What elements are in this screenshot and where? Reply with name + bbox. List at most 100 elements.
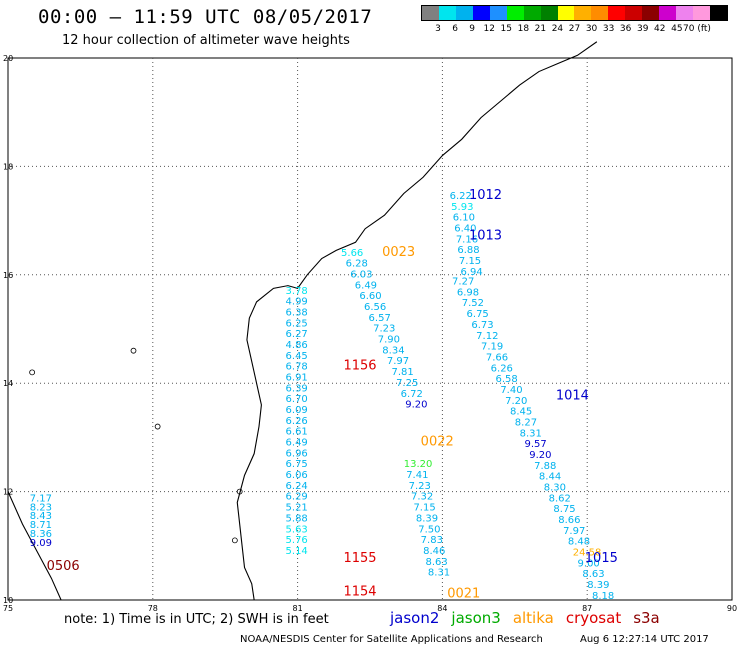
swh-value: 6.25: [286, 318, 308, 329]
swh-value: 6.73: [471, 320, 493, 331]
swh-value: 8.30: [544, 483, 566, 494]
swh-value: 7.15: [459, 256, 481, 267]
lat-label: 20: [3, 54, 13, 63]
swh-value: 6.78: [286, 362, 308, 373]
colorbar-tick-label: 45: [671, 24, 683, 34]
track-time-label: 0021: [447, 586, 480, 601]
swh-value: 5.66: [341, 248, 363, 259]
swh-value: 6.98: [457, 287, 479, 298]
swh-value: 8.46: [423, 546, 445, 557]
swh-value: 24.58: [573, 548, 602, 559]
swh-value: 4.86: [286, 340, 308, 351]
colorbar-swatch: [608, 6, 626, 20]
track-time-label: 1013: [469, 229, 502, 244]
swh-value: 5.14: [286, 546, 308, 557]
swh-value: 3.78: [286, 286, 308, 297]
colorbar-swatch: [438, 6, 456, 20]
swh-value: 9.20: [529, 450, 551, 461]
colorbar-swatch: [455, 6, 473, 20]
page-title: 00:00 – 11:59 UTC 08/05/2017: [38, 6, 373, 28]
swh-value: 7.40: [500, 385, 522, 396]
colorbar-swatch: [642, 6, 660, 20]
swh-value: 8.63: [582, 569, 604, 580]
swh-value: 7.50: [418, 524, 440, 535]
swh-value: 4.99: [286, 297, 308, 308]
swh-value: 6.49: [286, 438, 308, 449]
swh-value: 6.39: [286, 383, 308, 394]
swh-value: 6.56: [364, 302, 386, 313]
swh-value: 6.88: [457, 245, 479, 256]
small-island: [231, 537, 238, 544]
swh-value: 6.29: [286, 492, 308, 503]
track-time-label: 1012: [469, 188, 502, 203]
swh-value: 6.28: [346, 259, 368, 270]
satellite-legend-entry: s3a: [633, 609, 660, 627]
lat-label: 14: [3, 379, 13, 388]
colorbar-swatch: [472, 6, 490, 20]
swh-value: 8.27: [515, 417, 537, 428]
swh-value: 5.21: [286, 503, 308, 514]
swh-value: 6.49: [355, 280, 377, 291]
swh-value: 7.17: [30, 493, 52, 504]
swh-value: 7.25: [396, 378, 418, 389]
swh-value: 8.45: [510, 407, 532, 418]
swh-value: 8.63: [426, 557, 448, 568]
swh-value: 9.00: [578, 558, 600, 569]
satellite-legend-entry: altika: [512, 609, 554, 627]
swh-value: 9.09: [30, 538, 52, 549]
swh-value: 8.39: [416, 513, 438, 524]
swh-value: 7.32: [411, 492, 433, 503]
swh-value: 13.20: [404, 459, 433, 470]
swh-value: 7.52: [462, 298, 484, 309]
map-frame: [7, 57, 733, 601]
colorbar-tick-label: 30: [585, 24, 598, 34]
colorbar-tick-label: 9: [469, 24, 476, 34]
swh-value: 5.88: [286, 513, 308, 524]
swh-value: 7.20: [505, 396, 527, 407]
track-time-label: 1154: [343, 585, 376, 600]
colorbar-tick-label: 12: [483, 24, 495, 34]
track-time-label: 1156: [343, 359, 376, 374]
colorbar-legend: 3 6 9 12 15 18 21 24 27 30 33 36 39 42 45 70 (ft): [421, 5, 728, 37]
swh-value: 6.45: [286, 351, 308, 362]
swh-value: 7.81: [391, 367, 413, 378]
colorbar-swatch: [574, 6, 592, 20]
swh-value: 7.16: [456, 234, 478, 245]
colorbar-tick-label: 3: [435, 24, 441, 34]
lon-label: 87: [582, 604, 592, 613]
lon-label: 78: [148, 604, 158, 613]
colorbar-tick-label: 6: [452, 24, 458, 34]
swh-value: 8.18: [592, 591, 614, 602]
swh-value: 7.88: [534, 461, 556, 472]
swh-value: 8.48: [568, 537, 590, 548]
swh-value: 5.93: [451, 202, 473, 213]
colorbar-swatch: [591, 6, 609, 20]
swh-value: 7.15: [413, 503, 435, 514]
small-island: [154, 423, 161, 430]
colorbar-tick-label: 70 (ft): [683, 24, 711, 34]
swh-value: 6.26: [491, 363, 513, 374]
swh-value: 6.57: [369, 313, 391, 324]
lon-label: 75: [3, 604, 13, 613]
swh-value: 8.62: [549, 493, 571, 504]
colorbar-swatch: [625, 6, 643, 20]
swh-value: 6.75: [467, 309, 489, 320]
satellite-legend-entry: cryosat: [565, 609, 622, 627]
track-time-label: 1155: [343, 551, 376, 566]
colorbar-swatch: [523, 6, 541, 20]
swh-value: 7.97: [387, 356, 409, 367]
swh-value: 6.58: [495, 374, 517, 385]
colorbar-tick-label: 15: [500, 24, 512, 34]
colorbar-swatch: [489, 6, 507, 20]
swh-value: 6.61: [286, 427, 308, 438]
colorbar-tick-label: 36: [619, 24, 632, 34]
swh-value: 7.83: [421, 535, 443, 546]
swh-value: 6.09: [286, 405, 308, 416]
swh-value: 8.31: [428, 568, 450, 579]
swh-value: 6.26: [286, 416, 308, 427]
swh-value: 6.91: [286, 372, 308, 383]
colorbar-tick-label: 42: [654, 24, 666, 34]
swh-value: 6.38: [286, 307, 308, 318]
swh-value: 8.44: [539, 472, 561, 483]
